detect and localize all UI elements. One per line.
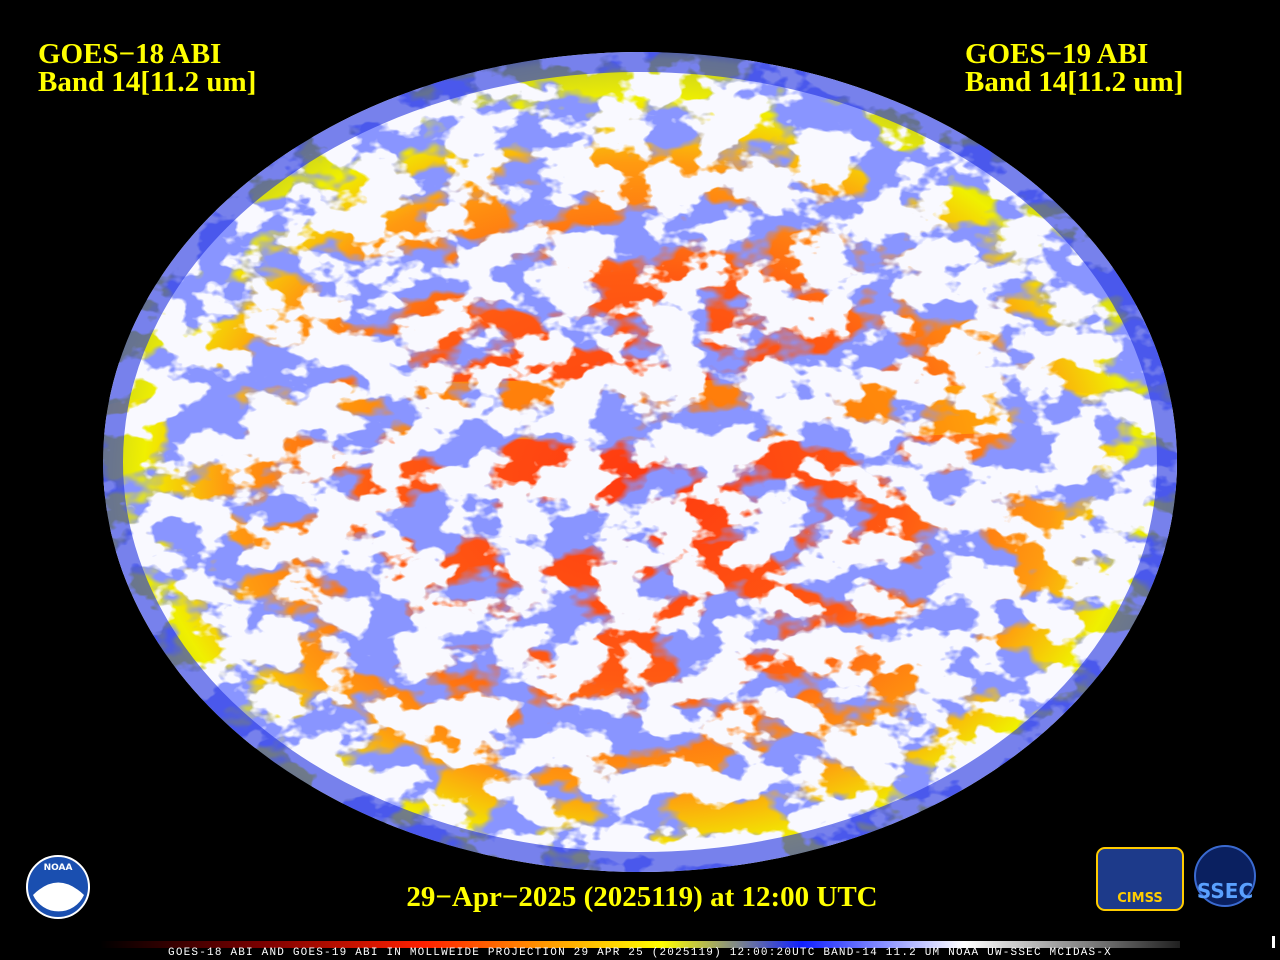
right-title: GOES−19 ABI (965, 38, 1148, 70)
marker (1272, 936, 1275, 948)
timestamp: 29−Apr−2025 (2025119) at 12:00 UTC (406, 881, 877, 913)
cimss-label: CIMSS (1117, 891, 1162, 906)
right-band: Band 14[11.2 um] (965, 66, 1183, 98)
ssec-logo (1194, 845, 1256, 907)
footer: GOES-18 ABI AND GOES-19 ABI IN MOLLWEIDE… (168, 947, 1112, 959)
color-bar (100, 941, 1180, 948)
ssec-label: SSEC (1197, 879, 1253, 903)
cimss-logo (1096, 847, 1184, 911)
noaa-label: NOAA (44, 863, 73, 873)
globe (103, 52, 1177, 872)
left-title: GOES−18 ABI (38, 38, 221, 70)
noaa-logo-wave (33, 882, 84, 912)
left-band: Band 14[11.2 um] (38, 66, 256, 98)
cloud-tops (103, 52, 1177, 872)
